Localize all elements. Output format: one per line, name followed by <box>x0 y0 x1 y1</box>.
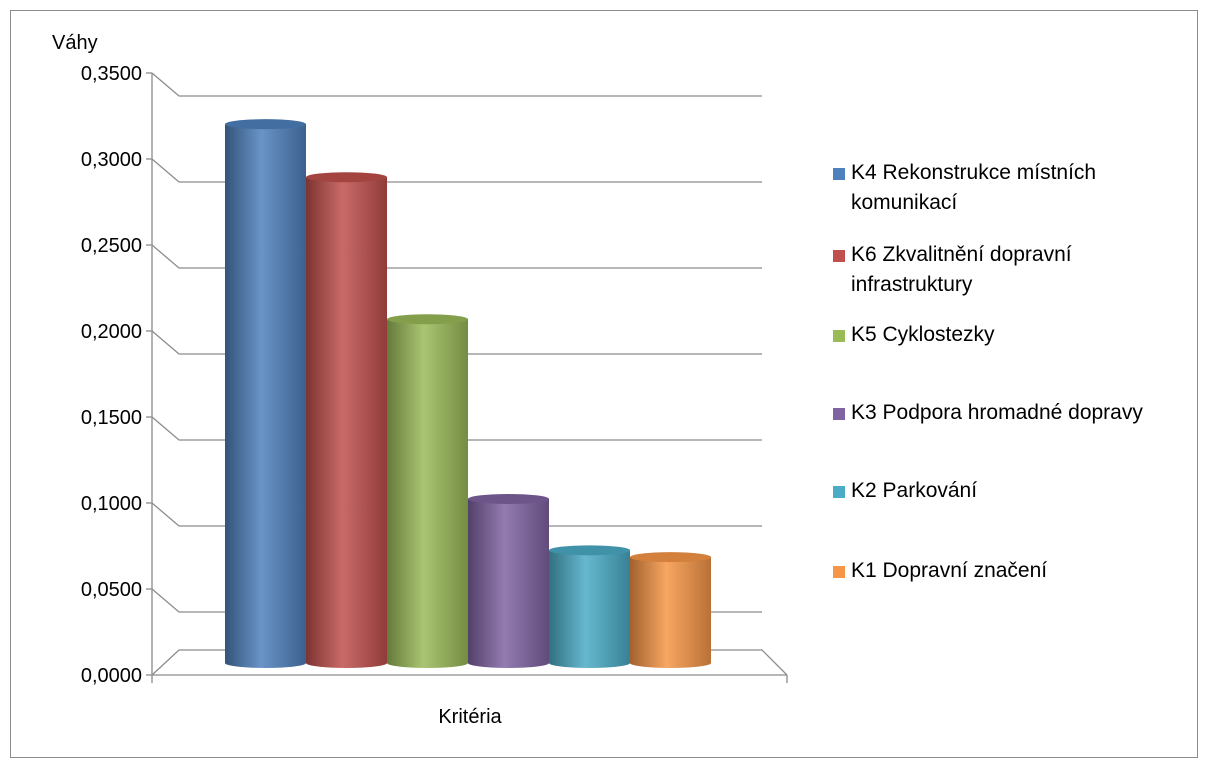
bar-6 <box>630 552 711 668</box>
bar-top <box>306 172 387 183</box>
bar-body <box>387 319 468 668</box>
legend-label: K5 Cyklostezky <box>851 323 995 346</box>
legend-swatch <box>833 486 845 498</box>
legend-swatch <box>833 168 845 180</box>
y-tick-label: 0,1500 <box>81 407 142 429</box>
bar-top <box>549 545 630 556</box>
bar-body <box>630 557 711 668</box>
legend-label: K4 Rekonstrukce místních komunikací <box>851 161 1097 214</box>
legend-label: K3 Podpora hromadné dopravy <box>851 401 1143 424</box>
y-tick-label: 0,3500 <box>81 63 142 85</box>
legend-item: K3 Podpora hromadné dopravy <box>833 398 1191 428</box>
bar-top <box>225 119 306 130</box>
gridline <box>151 244 762 269</box>
legend-item: K4 Rekonstrukce místních komunikací <box>833 158 1191 218</box>
bar-5 <box>549 545 630 668</box>
y-tick-label: 0,1000 <box>81 493 142 515</box>
bar-2 <box>306 172 387 668</box>
legend-label: K6 Zkvalitnění dopravní infrastruktury <box>851 243 1072 296</box>
bar-1 <box>225 119 306 668</box>
legend-label: K1 Dopravní značení <box>851 559 1048 582</box>
legend-item: K5 Cyklostezky <box>833 320 1191 350</box>
legend-swatch <box>833 566 845 578</box>
y-tick-label: 0,3000 <box>81 149 142 171</box>
gridline <box>151 72 762 97</box>
legend-item: K6 Zkvalitnění dopravní infrastruktury <box>833 240 1191 300</box>
bar-body <box>225 124 306 668</box>
legend-item: K2 Parkování <box>833 476 1191 506</box>
gridline <box>151 416 762 441</box>
y-tick-label: 0,0500 <box>81 579 142 601</box>
bar-top <box>387 314 468 325</box>
y-tick-label: 0,0000 <box>81 665 142 687</box>
legend-item: K1 Dopravní značení <box>833 556 1191 586</box>
gridline <box>151 158 762 183</box>
legend-swatch <box>833 408 845 420</box>
y-axis-label: Váhy <box>52 32 98 54</box>
legend-swatch <box>833 330 845 342</box>
legend-swatch <box>833 250 845 262</box>
bar-top <box>630 552 711 563</box>
chart-frame <box>10 10 1198 758</box>
bar-3 <box>387 314 468 668</box>
y-tick-label: 0,2000 <box>81 321 142 343</box>
legend-label: K2 Parkování <box>851 479 978 502</box>
gridline <box>151 502 762 527</box>
gridline <box>151 330 762 355</box>
bar-4 <box>468 493 549 668</box>
bar-body <box>306 177 387 668</box>
y-tick-label: 0,2500 <box>81 235 142 257</box>
bar-top <box>468 493 549 504</box>
x-axis-label: Kritéria <box>438 706 502 728</box>
bar-body <box>468 498 549 668</box>
bar-body <box>549 550 630 668</box>
